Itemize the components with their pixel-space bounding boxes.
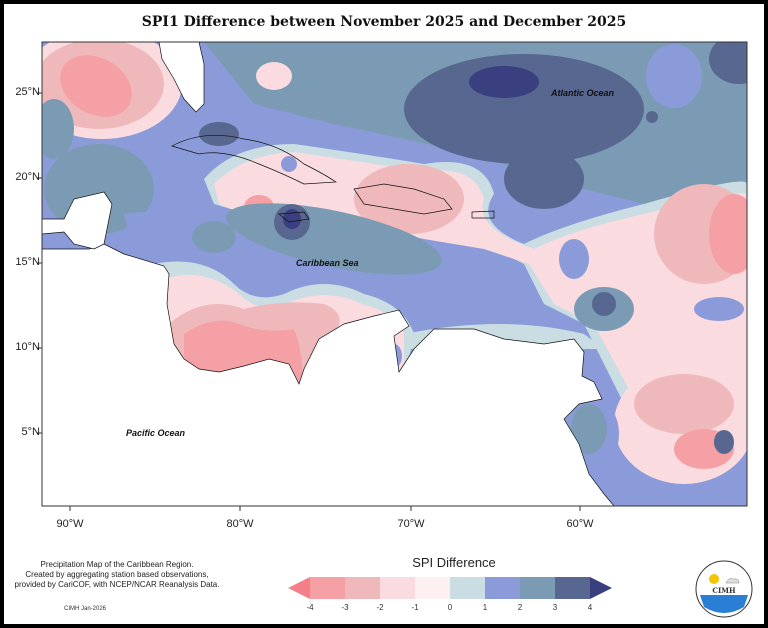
lon-label: 90°W [56,518,84,530]
colorbar-tick-label: 2 [518,603,523,612]
credits-line: Created by aggregating station based obs… [25,570,209,579]
colorbar-segment [520,577,555,599]
land-yucatan [42,191,113,250]
colorbar-segment [415,577,450,599]
logo-text: CIMH [712,586,736,595]
lon-label: 70°W [397,518,425,530]
legend-title: SPI Difference [412,555,496,570]
colorbar-tick-label: -2 [376,603,384,612]
cloud-icon [725,578,740,584]
colorbar: -4 -3 -2 -1 0 1 2 3 4 [288,577,612,612]
date-stamp: CIMH Jan-2026 [64,606,107,612]
colorbar-segment [310,577,345,599]
cimh-logo: CIMH [695,560,753,618]
colorbar-arrow-high [590,577,612,599]
spi-map [37,41,748,511]
land-florida [158,42,205,113]
atlantic-ocean-label: Atlantic Ocean [551,88,615,98]
lon-label: 60°W [566,518,594,530]
credits-line: provided by CariCOF, with NCEP/NCAR Rean… [14,580,220,589]
axis-ticks [37,92,581,511]
lat-label: 5°N [21,426,40,438]
sun-icon [709,574,719,584]
colorbar-tick-label: 4 [588,603,593,612]
map-figure: SPI1 Difference between November 2025 an… [4,4,764,624]
colorbar-tick-label: 3 [553,603,558,612]
jamaica-outline [278,211,310,223]
puerto-rico-outline [471,210,495,219]
colorbar-arrow-low [288,577,310,599]
colorbar-segment [450,577,485,599]
lat-label: 25°N [15,86,40,98]
cuba-outline [171,134,338,185]
colorbar-tick-label: -4 [306,603,314,612]
credits-text: Precipitation Map of the Caribbean Regio… [12,560,222,590]
colorbar-segment [345,577,380,599]
colorbar-tick-label: -3 [341,603,349,612]
lat-label: 15°N [15,256,40,268]
colorbar-tick-label: 1 [483,603,488,612]
waves-icon [700,595,748,613]
map-title: SPI1 Difference between November 2025 an… [141,14,627,30]
credits-line: Precipitation Map of the Caribbean Regio… [40,560,194,569]
lon-label: 80°W [226,518,254,530]
field-atlantic-dark [404,54,644,164]
lat-label: 20°N [15,171,40,183]
caribbean-sea-label: Caribbean Sea [296,258,359,268]
hispaniola-outline [353,183,453,215]
lat-label: 10°N [15,341,40,353]
colorbar-segment [485,577,520,599]
colorbar-tick-label: -1 [411,603,419,612]
land-central-south-america [42,243,615,506]
colorbar-segment [555,577,590,599]
colorbar-tick-label: 0 [448,603,453,612]
colorbar-segment [380,577,415,599]
pacific-ocean-label: Pacific Ocean [126,428,186,438]
